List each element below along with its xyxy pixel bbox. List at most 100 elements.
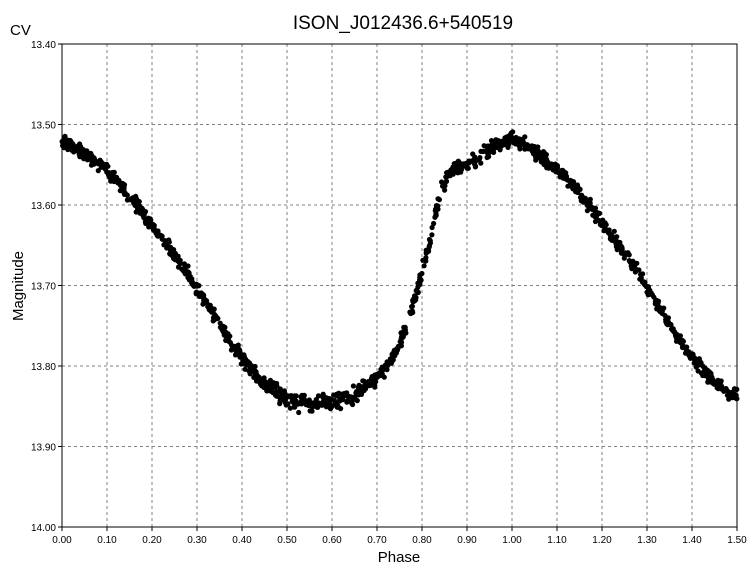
- data-point: [511, 140, 517, 146]
- data-point: [293, 393, 299, 399]
- data-point: [171, 247, 177, 253]
- data-point: [466, 158, 472, 164]
- data-point: [417, 272, 423, 278]
- data-point: [362, 382, 368, 388]
- x-tick-label: 0.50: [277, 535, 297, 546]
- data-point: [435, 203, 441, 209]
- data-point: [476, 156, 482, 163]
- data-point: [306, 397, 312, 403]
- data-point: [121, 185, 127, 191]
- data-point: [409, 304, 415, 310]
- data-point: [616, 246, 623, 252]
- data-point: [542, 153, 548, 159]
- data-point: [570, 179, 577, 185]
- data-point: [89, 160, 95, 166]
- data-point: [374, 374, 380, 380]
- data-point: [533, 157, 539, 163]
- data-point: [607, 232, 613, 238]
- data-point: [95, 168, 101, 174]
- data-point: [668, 321, 674, 327]
- data-point: [295, 401, 301, 407]
- x-tick-label: 0.20: [142, 535, 162, 546]
- data-point: [322, 396, 328, 402]
- data-point: [238, 361, 244, 367]
- x-tick-label: 1.10: [547, 535, 567, 546]
- x-tick-label: 0.00: [52, 535, 72, 546]
- data-point: [429, 232, 435, 238]
- data-point: [715, 382, 721, 388]
- data-point: [62, 133, 68, 139]
- y-tick-label: 13.90: [31, 443, 56, 454]
- data-point: [219, 324, 225, 330]
- data-point: [696, 356, 702, 362]
- data-point: [642, 282, 648, 288]
- y-tick-label: 14.00: [31, 523, 56, 534]
- data-point: [277, 393, 284, 399]
- band-label: CV: [10, 22, 31, 39]
- data-point: [164, 245, 170, 251]
- data-point: [363, 386, 369, 392]
- data-point: [726, 396, 732, 402]
- data-point: [107, 171, 113, 177]
- data-point: [634, 260, 640, 266]
- data-point: [575, 189, 581, 196]
- data-point: [491, 149, 497, 155]
- data-point: [320, 391, 326, 397]
- data-point: [422, 257, 428, 263]
- x-tick-label: 0.80: [412, 535, 432, 546]
- data-point: [68, 145, 74, 151]
- x-tick-label: 0.70: [367, 535, 387, 546]
- data-point: [140, 206, 146, 212]
- data-point: [162, 238, 168, 244]
- grid: [62, 44, 737, 527]
- data-point: [679, 344, 686, 351]
- data-point: [141, 212, 147, 218]
- data-point: [547, 165, 553, 171]
- y-tick-labels: 13.40 13.50 13.60 13.70 13.80 13.90 14.00: [31, 40, 62, 534]
- data-point: [282, 400, 288, 406]
- data-point: [398, 336, 404, 342]
- data-point: [224, 334, 230, 340]
- data-point: [84, 153, 90, 159]
- data-point: [415, 289, 421, 295]
- data-point: [281, 388, 287, 394]
- data-point: [456, 161, 462, 167]
- data-point: [61, 145, 67, 151]
- data-point: [135, 201, 141, 207]
- data-point: [486, 154, 492, 160]
- data-point: [289, 398, 295, 404]
- y-tick-label: 13.50: [31, 121, 56, 132]
- data-point: [669, 326, 675, 332]
- data-point: [207, 306, 213, 312]
- data-point: [596, 210, 603, 216]
- data-point: [698, 370, 705, 376]
- data-point: [535, 144, 541, 150]
- data-point: [372, 382, 378, 388]
- data-point: [181, 261, 187, 267]
- data-point: [655, 305, 661, 311]
- data-point: [427, 238, 433, 244]
- data-point: [287, 405, 293, 411]
- data-point: [421, 263, 427, 269]
- data-point: [433, 212, 439, 218]
- x-axis-label: Phase: [378, 549, 421, 566]
- data-point: [645, 285, 651, 291]
- data-point: [731, 386, 738, 392]
- data-point: [488, 138, 495, 144]
- data-point: [554, 165, 561, 171]
- data-point: [383, 362, 389, 368]
- data-point: [76, 146, 82, 152]
- data-point: [442, 183, 448, 189]
- data-point: [561, 171, 567, 178]
- data-point: [121, 189, 127, 195]
- data-point: [270, 385, 276, 391]
- data-point: [652, 298, 659, 305]
- data-point: [602, 227, 608, 233]
- x-tick-label: 0.90: [457, 535, 477, 546]
- data-point: [429, 224, 435, 231]
- data-point: [517, 146, 523, 152]
- data-point: [637, 276, 643, 282]
- data-point: [603, 222, 609, 228]
- data-point: [470, 151, 476, 157]
- data-point: [690, 351, 696, 358]
